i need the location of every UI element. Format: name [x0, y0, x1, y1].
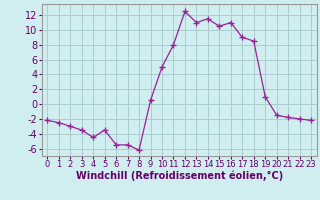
X-axis label: Windchill (Refroidissement éolien,°C): Windchill (Refroidissement éolien,°C) — [76, 171, 283, 181]
